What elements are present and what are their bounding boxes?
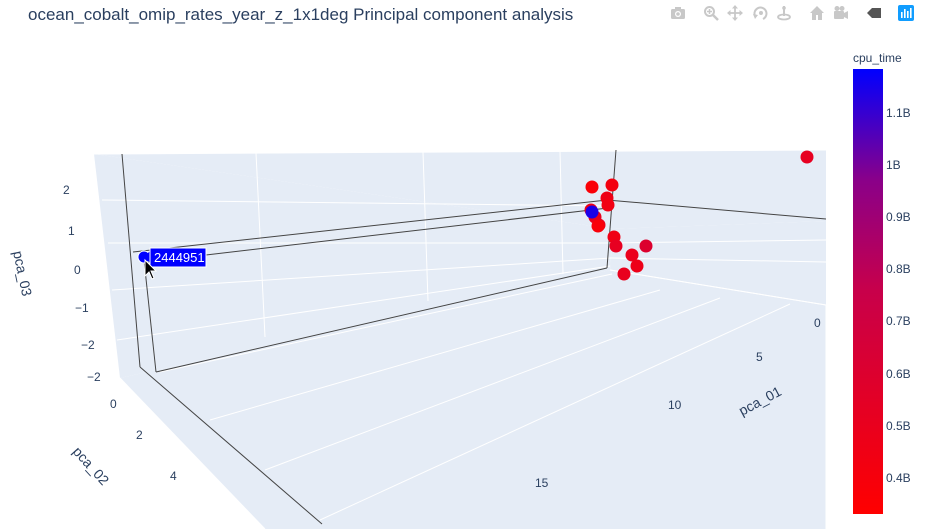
hover-spikelines [121, 149, 827, 525]
colorbar-ticks: 1.1B 1B 0.9B 0.8B 0.7B 0.6B 0.5B 0.4B [886, 106, 911, 485]
toggle-hover-button[interactable] [864, 3, 884, 23]
mouse-cursor-icon [144, 258, 158, 280]
colorbar-tick-label: 0.6B [886, 367, 911, 381]
hover-label-text: 2444951 [154, 250, 205, 265]
data-point[interactable] [601, 198, 615, 212]
hover-label: 2444951 [137, 247, 207, 280]
turntable-rotation-icon [777, 6, 791, 21]
turntable-rotation-button[interactable] [774, 3, 794, 23]
save-camera-icon [834, 6, 848, 19]
data-point[interactable] [800, 150, 814, 164]
zoom-icon [703, 6, 719, 21]
orbit-rotation-button[interactable] [750, 3, 770, 23]
data-point[interactable] [585, 180, 599, 194]
scene-grid [93, 149, 827, 529]
colorbar-tick-label: 0.4B [886, 471, 911, 485]
colorbar-tick-label: 0.8B [886, 262, 911, 276]
hover-label-box [149, 247, 207, 268]
data-point[interactable] [585, 205, 599, 219]
y-tick: 0 [110, 397, 117, 411]
orbit-rotation-icon [752, 6, 767, 20]
data-point[interactable] [605, 178, 619, 192]
data-point[interactable] [609, 239, 623, 253]
toggle-hover-icon [866, 8, 881, 18]
data-point[interactable] [639, 239, 653, 253]
x-tick: 15 [535, 476, 549, 490]
y-axis-title: pca_02 [70, 443, 113, 488]
x-tick: 0 [814, 316, 821, 330]
colorbar-tick-label: 0.5B [886, 419, 911, 433]
z-tick: −1 [75, 301, 89, 315]
z-tick: 0 [74, 263, 81, 277]
hover-label-pointer [144, 251, 150, 263]
save-camera-button[interactable] [831, 3, 851, 23]
reset-camera-icon [809, 6, 824, 20]
z-tick: −2 [87, 370, 101, 384]
x-tick: 10 [668, 398, 682, 412]
x-tick: 5 [756, 350, 763, 364]
modebar [668, 3, 921, 23]
data-points [584, 150, 814, 281]
camera-button[interactable] [668, 3, 688, 23]
scene-left-wall [94, 154, 613, 378]
colorbar-tick-label: 1B [886, 158, 901, 172]
z-tick: 1 [68, 224, 75, 238]
scene-floor [120, 270, 826, 529]
pan-icon [727, 5, 743, 21]
colorbar-tick-label: 1.1B [886, 106, 911, 120]
z-tick: 2 [63, 183, 70, 197]
colorbar-title: cpu_time [853, 51, 902, 65]
y-tick: 4 [170, 469, 177, 483]
colorbar-tick-label: 0.7B [886, 314, 911, 328]
z-tick: −2 [81, 338, 95, 352]
pan-button[interactable] [725, 3, 745, 23]
data-point[interactable] [630, 259, 644, 273]
camera-icon [671, 7, 685, 19]
data-point[interactable] [625, 248, 639, 262]
plotly-logo-icon [898, 5, 914, 21]
colorbar-tick-label: 0.9B [886, 210, 911, 224]
y-tick: 2 [136, 428, 143, 442]
colorbar [853, 69, 883, 514]
plotly-logo-button[interactable] [896, 3, 916, 23]
page-title: ocean_cobalt_omip_rates_year_z_1x1deg Pr… [28, 5, 574, 24]
data-point[interactable] [591, 219, 605, 233]
zoom-button[interactable] [701, 3, 721, 23]
data-point[interactable] [617, 267, 631, 281]
reset-camera-button[interactable] [807, 3, 827, 23]
z-axis-title: pca_03 [10, 249, 35, 297]
scene-back-wall [94, 150, 826, 229]
